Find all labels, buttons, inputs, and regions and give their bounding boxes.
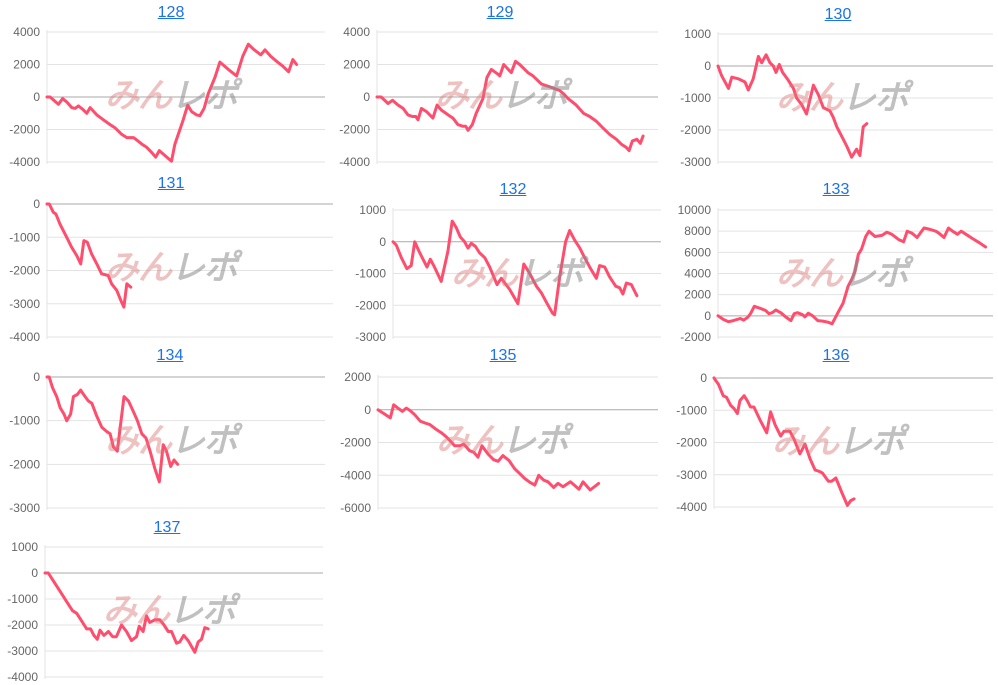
y-tick-label: 1000 [684, 27, 711, 41]
series-line [45, 202, 133, 309]
chart-title-link[interactable]: 129 [486, 4, 514, 21]
series-line [43, 571, 210, 654]
y-tick-label: 2000 [13, 58, 40, 72]
y-tick-label: -3000 [9, 297, 40, 311]
chart-title-link[interactable]: 136 [822, 347, 850, 364]
y-tick-label: -4000 [7, 670, 38, 684]
y-tick-label: 8000 [684, 224, 711, 238]
y-tick-label: -2000 [680, 123, 711, 137]
series-line [45, 375, 180, 484]
y-tick-label: 10000 [678, 203, 712, 217]
y-tick-label: -2000 [680, 330, 711, 344]
chart-title-link[interactable]: 137 [153, 519, 181, 536]
y-tick-label: 6000 [684, 245, 711, 259]
y-tick-label: -4000 [340, 468, 371, 482]
chart-129: 4000 2000 0 -2000 -4000 [339, 25, 658, 169]
y-tick-label: 0 [33, 90, 40, 104]
y-tick-label: 0 [704, 309, 711, 323]
y-tick-label: -2000 [9, 264, 40, 278]
series-line [716, 53, 869, 159]
y-tick-label: 0 [379, 235, 386, 249]
y-tick-label: 0 [33, 197, 40, 211]
y-tick-label: -2000 [7, 618, 38, 632]
y-tick-label: 1000 [11, 540, 38, 554]
y-tick-label: 2000 [344, 370, 371, 384]
y-tick-label: -3000 [680, 155, 711, 169]
chart-title-link[interactable]: 133 [822, 181, 850, 198]
y-tick-label: 4000 [684, 267, 711, 281]
y-tick-label: -1000 [355, 267, 386, 281]
series-line [376, 403, 601, 492]
series-line [45, 42, 299, 163]
y-tick-label: -4000 [9, 155, 40, 169]
chart-128: 4000 2000 0 -2000 -4000 [9, 25, 325, 169]
y-tick-label: -3000 [355, 330, 386, 344]
y-tick-label: 0 [364, 403, 371, 417]
series-line [375, 59, 645, 153]
chart-title-link[interactable]: 131 [157, 175, 185, 192]
y-tick-label: -2000 [9, 123, 40, 137]
y-tick-label: 0 [31, 566, 38, 580]
chart-131: 0 -1000 -2000 -3000 -4000 [9, 197, 333, 344]
y-tick-label: -1000 [7, 592, 38, 606]
y-tick-label: -3000 [9, 501, 40, 515]
chart-title-link[interactable]: 132 [499, 181, 527, 198]
y-tick-label: -4000 [676, 500, 707, 514]
chart-133: 10000 8000 6000 4000 2000 0 -2000 [678, 203, 993, 344]
y-tick-label: -3000 [7, 644, 38, 658]
y-tick-label: -2000 [339, 123, 370, 137]
series-line [716, 226, 988, 326]
y-tick-label: -4000 [9, 330, 40, 344]
chart-132: 1000 0 -1000 -2000 -3000 [355, 203, 661, 344]
y-tick-label: -1000 [9, 230, 40, 244]
y-tick-label: -4000 [339, 155, 370, 169]
chart-130: 1000 0 -1000 -2000 -3000 [680, 27, 993, 169]
y-tick-label: 0 [33, 370, 40, 384]
y-tick-label: 4000 [13, 25, 40, 39]
y-tick-label: -2000 [676, 436, 707, 450]
chart-title-link[interactable]: 128 [157, 4, 185, 21]
chart-136: 0 -1000 -2000 -3000 -4000 [676, 371, 993, 514]
y-tick-label: -6000 [340, 501, 371, 515]
y-tick-label: 4000 [343, 25, 370, 39]
y-tick-label: -1000 [676, 403, 707, 417]
y-tick-label: -2000 [340, 436, 371, 450]
y-tick-label: -3000 [676, 468, 707, 482]
y-tick-label: 0 [704, 59, 711, 73]
y-tick-label: -1000 [9, 414, 40, 428]
chart-title-link[interactable]: 135 [489, 347, 517, 364]
y-tick-label: -2000 [9, 457, 40, 471]
y-tick-label: -1000 [680, 91, 711, 105]
y-tick-label: 1000 [359, 203, 386, 217]
series-line [391, 219, 639, 317]
series-line [712, 376, 856, 507]
chart-137: 1000 0 -1000 -2000 -3000 -4000 [7, 540, 323, 684]
y-tick-label: 0 [700, 371, 707, 385]
y-tick-label: -2000 [355, 298, 386, 312]
y-tick-label: 2000 [684, 288, 711, 302]
chart-title-link[interactable]: 130 [824, 6, 852, 23]
y-tick-label: 0 [363, 90, 370, 104]
chart-title-link[interactable]: 134 [156, 347, 184, 364]
chart-135: 2000 0 -2000 -4000 -6000 [340, 370, 658, 515]
chart-134: 0 -1000 -2000 -3000 [9, 370, 325, 515]
y-tick-label: 2000 [343, 58, 370, 72]
